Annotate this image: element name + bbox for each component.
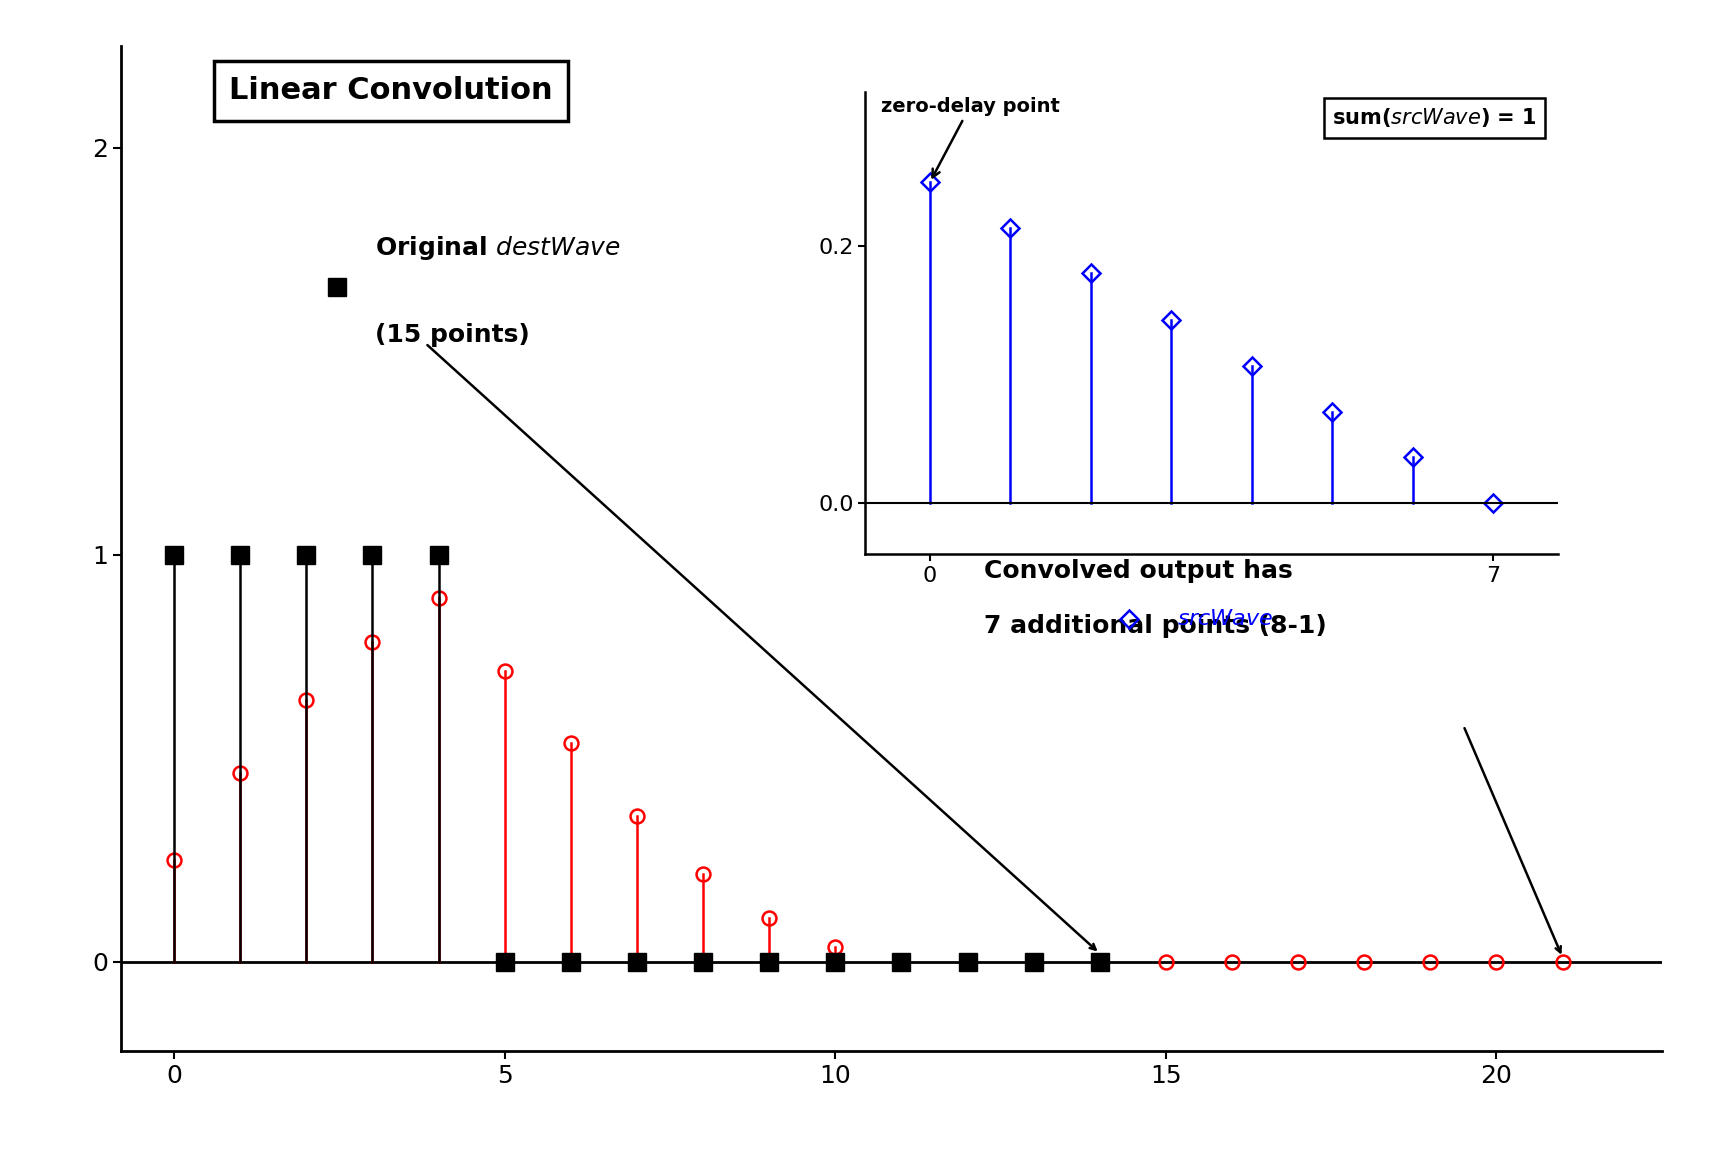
Text: zero-delay point: zero-delay point — [881, 97, 1059, 178]
Text: $\it{destWave\_conv}$: $\it{destWave\_conv}$ — [983, 475, 1182, 504]
Text: Original $\it{destWave}$: Original $\it{destWave}$ — [375, 234, 621, 262]
Text: 7 additional points (8-1): 7 additional points (8-1) — [983, 614, 1325, 638]
Text: sum($\it{srcWave}$) = 1: sum($\it{srcWave}$) = 1 — [1332, 106, 1536, 129]
Text: (15 points): (15 points) — [375, 322, 529, 346]
Text: $\it{srcWave}$: $\it{srcWave}$ — [1176, 609, 1273, 629]
Text: Convolved output has: Convolved output has — [983, 559, 1292, 582]
Text: Linear Convolution: Linear Convolution — [228, 76, 552, 105]
